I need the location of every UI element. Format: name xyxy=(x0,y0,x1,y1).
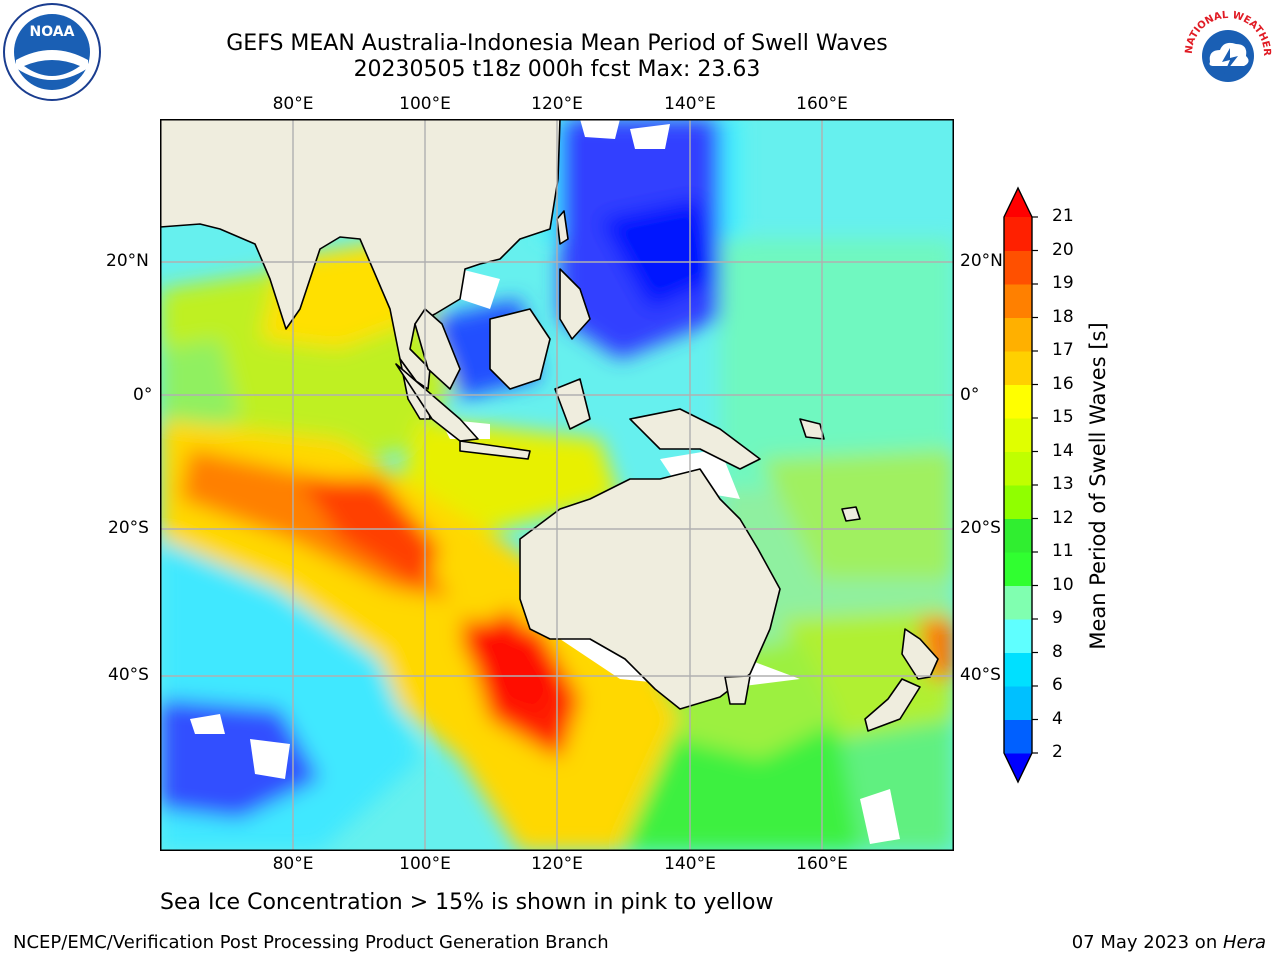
lon-label-top: 80°E xyxy=(272,94,314,114)
lat-label-left: 40°S xyxy=(108,665,149,685)
colorbar-tick-label: 18 xyxy=(1052,306,1074,327)
colorbar-segment xyxy=(1004,719,1032,754)
colorbar-tick-label: 10 xyxy=(1052,574,1074,595)
colorbar-tick-label: 4 xyxy=(1052,708,1063,729)
colorbar-tick-label: 20 xyxy=(1052,239,1074,260)
swell-period-map xyxy=(160,119,954,851)
colorbar-segment xyxy=(1004,451,1032,486)
colorbar-tick-label: 17 xyxy=(1052,340,1074,360)
colorbar-tick-label: 15 xyxy=(1052,407,1074,427)
lon-label-bottom: 80°E xyxy=(272,854,314,874)
colorbar-extend-max xyxy=(1004,188,1032,217)
colorbar-segment xyxy=(1004,686,1032,720)
lat-label-right: 40°S xyxy=(960,665,1001,685)
colorbar-tick-label: 14 xyxy=(1052,440,1074,461)
colorbar-tick-label: 6 xyxy=(1052,675,1063,695)
lat-label-left: 20°N xyxy=(106,251,149,271)
lat-label-right: 0° xyxy=(960,385,980,405)
colorbar-segment xyxy=(1004,317,1032,352)
lon-label-top: 160°E xyxy=(796,94,848,114)
lat-label-left: 20°S xyxy=(108,518,149,538)
chart-subtitle: 20230505 t18z 000h fcst Max: 23.63 xyxy=(353,57,761,82)
colorbar-label: Mean Period of Swell Waves [s] xyxy=(1086,322,1110,650)
lon-label-top: 120°E xyxy=(531,94,583,114)
lon-label-bottom: 140°E xyxy=(664,854,716,874)
colorbar-segment xyxy=(1004,217,1032,251)
colorbar-tick-label: 12 xyxy=(1052,507,1074,528)
colorbar-segment xyxy=(1004,351,1032,385)
lon-label-top: 100°E xyxy=(399,94,451,114)
nws-logo: NATIONAL WEATHER SERVICE xyxy=(1178,2,1274,100)
colorbar-segment xyxy=(1004,518,1032,553)
colorbar-segment xyxy=(1004,619,1032,653)
noaa-logo-text: NOAA xyxy=(30,24,75,40)
colorbar-segment xyxy=(1004,250,1032,285)
footer-date: 07 May 2023 on Hera xyxy=(1071,932,1266,953)
colorbar-segment xyxy=(1004,384,1032,419)
colorbar-extend-min xyxy=(1004,753,1032,782)
colorbar-segment xyxy=(1004,485,1032,519)
sea-ice-note: Sea Ice Concentration > 15% is shown in … xyxy=(160,890,774,915)
chart-title: GEFS MEAN Australia-Indonesia Mean Perio… xyxy=(226,31,888,56)
noaa-logo: NOAA xyxy=(3,3,101,101)
lon-label-top: 140°E xyxy=(664,94,716,114)
lat-label-left: 0° xyxy=(133,385,153,405)
colorbar-tick-label: 16 xyxy=(1052,373,1074,394)
colorbar-tick-label: 13 xyxy=(1052,474,1074,494)
lon-label-bottom: 160°E xyxy=(796,854,848,874)
colorbar-tick-label: 9 xyxy=(1052,608,1063,628)
footer-machine: Hera xyxy=(1222,932,1266,953)
colorbar-segment xyxy=(1004,585,1032,620)
lon-label-bottom: 100°E xyxy=(399,854,451,874)
colorbar-tick-label: 19 xyxy=(1052,273,1074,293)
graticule xyxy=(160,119,954,851)
colorbar-segment xyxy=(1004,652,1032,687)
colorbar-tick-label: 21 xyxy=(1052,206,1074,226)
lon-label-bottom: 120°E xyxy=(531,854,583,874)
colorbar-tick-label: 8 xyxy=(1052,641,1063,662)
colorbar xyxy=(1003,186,1038,784)
colorbar-segment xyxy=(1004,552,1032,586)
colorbar-tick-label: 2 xyxy=(1052,742,1063,762)
lat-label-right: 20°N xyxy=(960,251,1003,271)
colorbar-tick-label: 11 xyxy=(1052,541,1074,561)
colorbar-segment xyxy=(1004,418,1032,452)
lat-label-right: 20°S xyxy=(960,518,1001,538)
colorbar-segment xyxy=(1004,284,1032,318)
footer-credit: NCEP/EMC/Verification Post Processing Pr… xyxy=(13,932,609,953)
map-frame xyxy=(160,119,954,851)
